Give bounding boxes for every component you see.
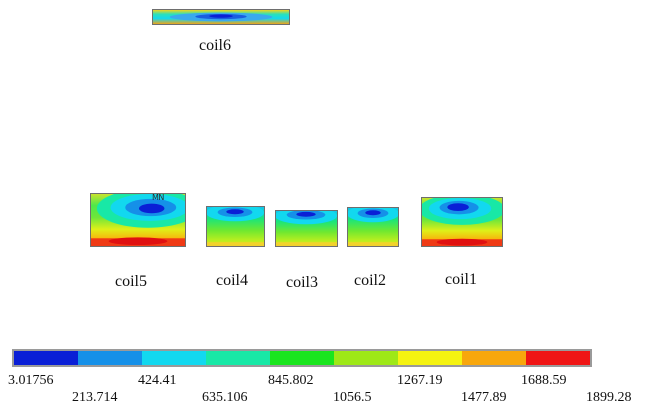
legend-tick-label: 1267.19 (397, 373, 443, 388)
legend-tick-label: 424.41 (138, 373, 177, 388)
coil4-stress-plot (206, 206, 265, 247)
color-legend-bar (12, 349, 592, 367)
coil4-label: coil4 (216, 272, 248, 289)
legend-tick-label: 845.802 (268, 373, 314, 388)
coil5-label: coil5 (115, 273, 147, 290)
legend-color-swatch (462, 351, 526, 365)
legend-tick-label: 213.714 (72, 390, 118, 405)
legend-color-swatch (78, 351, 142, 365)
legend-color-swatch (206, 351, 270, 365)
legend-tick-label: 635.106 (202, 390, 248, 405)
legend-tick-label: 1477.89 (461, 390, 507, 405)
coil6-stress-plot (152, 9, 290, 25)
coil1-stress-plot (421, 197, 503, 247)
legend-color-swatch (526, 351, 590, 365)
coil1-label: coil1 (445, 271, 477, 288)
legend-color-swatch (270, 351, 334, 365)
legend-color-swatch (142, 351, 206, 365)
coil5-stress-plot (90, 193, 186, 247)
legend-tick-label: 1056.5 (333, 390, 372, 405)
legend-color-swatch (334, 351, 398, 365)
legend-tick-label: 1688.59 (521, 373, 567, 388)
coil2-stress-plot (347, 207, 399, 247)
legend-tick-label: 3.01756 (8, 373, 54, 388)
legend-color-swatch (14, 351, 78, 365)
coil5-min-marker: MN (152, 193, 164, 202)
coil6-label: coil6 (199, 37, 231, 54)
coil3-label: coil3 (286, 274, 318, 291)
legend-tick-label: 1899.28 (586, 390, 632, 405)
coil2-label: coil2 (354, 272, 386, 289)
legend-color-swatch (398, 351, 462, 365)
coil3-stress-plot (275, 210, 338, 247)
